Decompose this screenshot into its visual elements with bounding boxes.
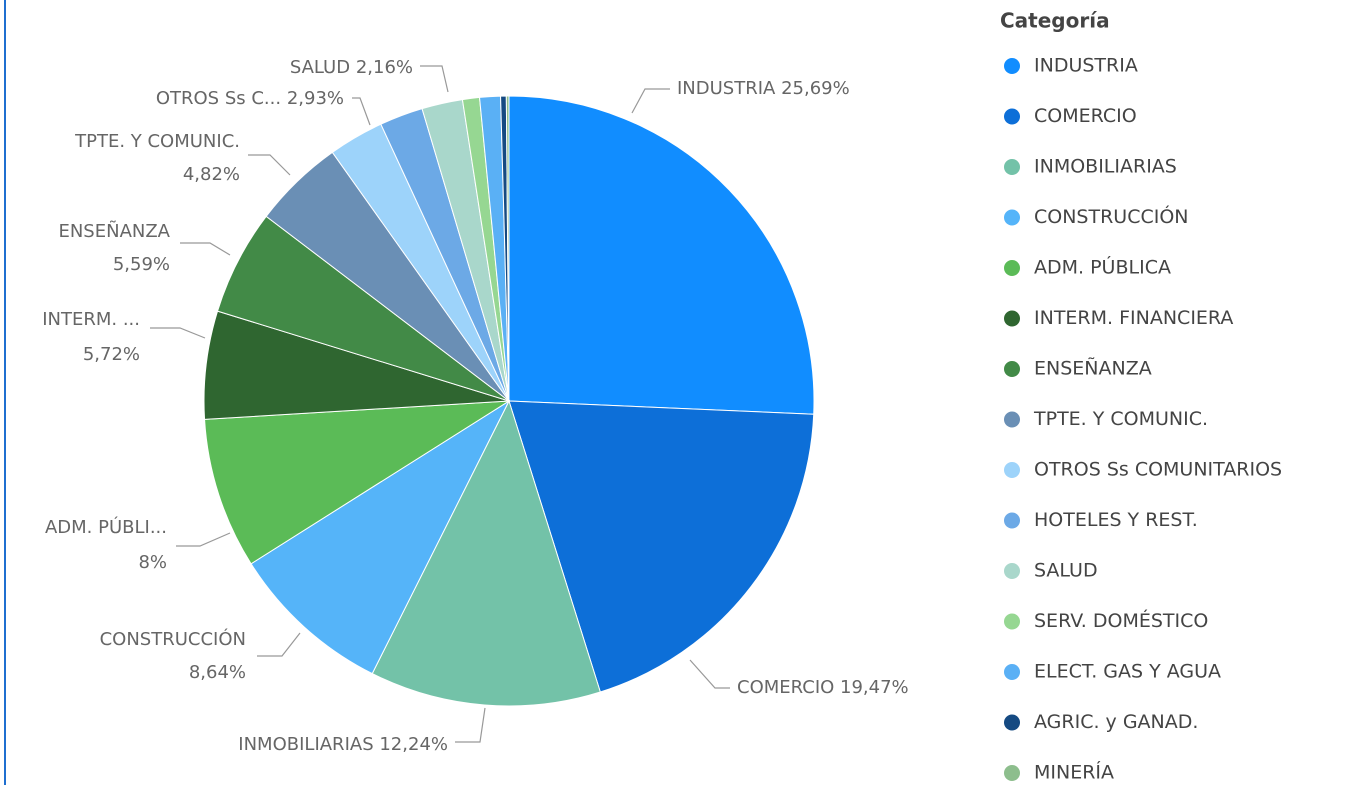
legend-label: ENSEÑANZA: [1034, 357, 1152, 380]
leader-line: [176, 532, 231, 547]
data-label: SALUD 2,16%: [290, 57, 413, 78]
data-label-value: 4,82%: [183, 164, 240, 185]
legend-marker: [1004, 714, 1020, 731]
data-label: COMERCIO 19,47%: [737, 677, 909, 698]
data-label-category: TPTE. Y COMUNIC.: [74, 131, 240, 152]
legend-marker: [1004, 563, 1020, 579]
legend-label: INDUSTRIA: [1034, 55, 1138, 77]
pie-slice: [505, 95, 510, 402]
legend-marker: [1004, 664, 1020, 680]
data-label-value: 5,72%: [83, 344, 140, 365]
legend-label: ELECT. GAS Y AGUA: [1034, 661, 1221, 683]
leader-line: [257, 632, 301, 657]
data-label-category: SALUD: [290, 57, 350, 78]
leader-line: [455, 707, 486, 743]
legend-label: MINERÍA: [1034, 761, 1114, 784]
leader-line: [248, 154, 291, 176]
legend-label: INMOBILIARIAS: [1034, 156, 1177, 178]
legend-marker: [1004, 209, 1020, 226]
legend-label: OTROS Ss COMUNITARIOS: [1034, 459, 1282, 481]
leader-line: [180, 242, 231, 256]
legend-label: SERV. DOMÉSTICO: [1034, 609, 1208, 632]
legend-marker: [1004, 58, 1020, 74]
legend-title: Categoría: [1000, 9, 1110, 33]
legend-marker: [1004, 108, 1020, 125]
legend-marker: [1004, 260, 1020, 276]
pie-slice: [250, 399, 511, 675]
data-label-value: 5,59%: [113, 254, 170, 275]
data-label: OTROS Ss C... 2,93%: [156, 88, 344, 109]
data-label-category: CONSTRUCCIÓN: [100, 628, 246, 650]
legend-label: CONSTRUCCIÓN: [1034, 204, 1189, 228]
leader-line: [352, 97, 371, 126]
pie-slice: [371, 399, 601, 707]
legend-marker: [1004, 512, 1020, 529]
pie-slice: [508, 95, 815, 415]
data-label-value: 8,64%: [189, 662, 246, 683]
legend-marker: [1004, 361, 1020, 377]
legend-label: SALUD: [1034, 560, 1098, 582]
data-label-value: 2,93%: [287, 88, 344, 109]
data-label-category: INDUSTRIA: [677, 78, 776, 99]
leader-line: [689, 659, 730, 689]
legend-marker: [1004, 310, 1020, 327]
legend-label: ADM. PÚBLICA: [1034, 255, 1171, 279]
legend-label: AGRIC. y GANAD.: [1034, 711, 1198, 733]
legend-marker: [1004, 765, 1020, 781]
data-label-value: 8%: [138, 552, 167, 573]
legend-marker: [1004, 613, 1020, 630]
pie-slice: [204, 400, 510, 565]
data-label-category: INTERM. ...: [42, 309, 140, 330]
data-label: INMOBILIARIAS 12,24%: [238, 734, 448, 755]
data-label: INDUSTRIA 25,69%: [677, 78, 850, 99]
legend-marker: [1004, 462, 1020, 478]
data-label-value: 2,16%: [356, 57, 413, 78]
leader-line: [420, 65, 449, 93]
data-label-category: ADM. PÚBLI...: [45, 516, 167, 538]
data-label-value: 25,69%: [781, 78, 850, 99]
legend-label: TPTE. Y COMUNIC.: [1033, 408, 1208, 430]
legend-label: COMERCIO: [1034, 105, 1137, 127]
legend-label: HOTELES Y REST.: [1034, 509, 1198, 531]
leader-line: [150, 327, 206, 339]
legend-marker: [1004, 159, 1020, 175]
leader-line: [631, 88, 670, 114]
data-label-category: COMERCIO: [737, 677, 834, 698]
data-label-value: 19,47%: [840, 677, 909, 698]
legend-marker: [1004, 411, 1020, 428]
pie-slice: [508, 400, 815, 693]
legend-label: INTERM. FINANCIERA: [1034, 307, 1233, 329]
data-label-category: ENSEÑANZA: [58, 220, 170, 242]
data-label-category: OTROS Ss C...: [156, 88, 281, 109]
data-label-value: 12,24%: [379, 734, 448, 755]
data-label-category: INMOBILIARIAS: [238, 734, 373, 755]
